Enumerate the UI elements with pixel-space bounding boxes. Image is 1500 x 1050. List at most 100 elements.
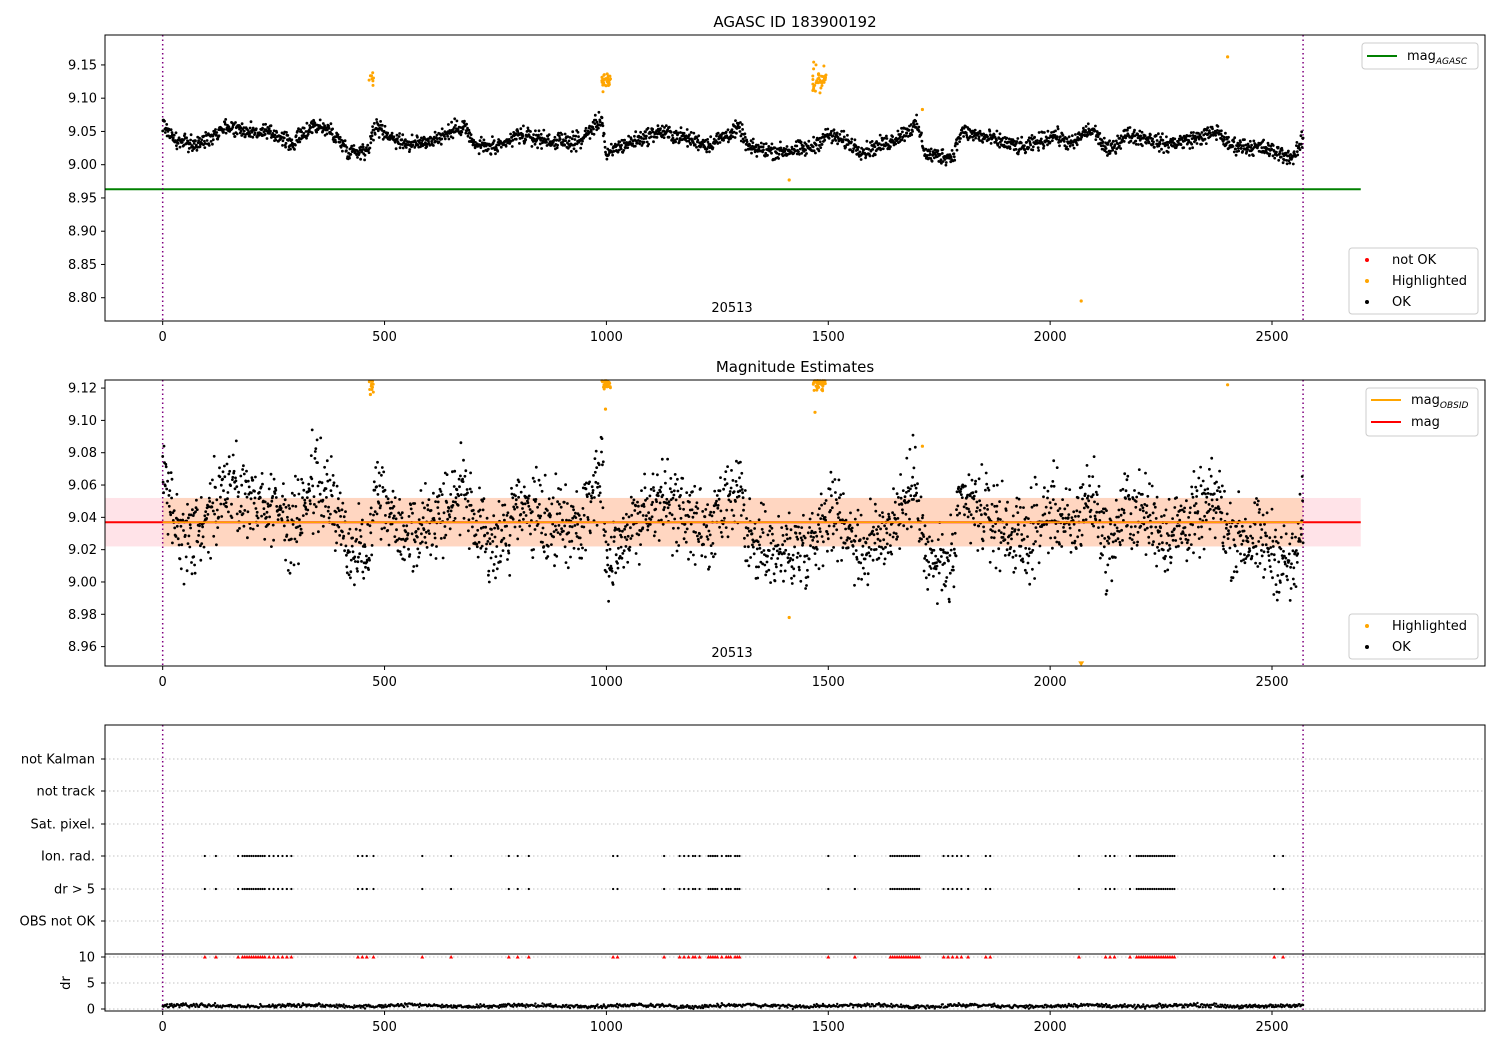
ok-point: [1238, 143, 1241, 147]
highlighted-point: [600, 75, 604, 79]
ok-point: [1240, 147, 1243, 150]
ok-point: [858, 150, 862, 154]
ok-point: [240, 483, 244, 487]
ok-point: [1070, 134, 1074, 138]
ok-point: [407, 547, 410, 551]
ok-point: [457, 477, 461, 481]
ok-point: [1011, 138, 1015, 142]
ok-point: [549, 514, 552, 517]
ok-point: [809, 535, 813, 538]
ok-point: [1239, 140, 1242, 144]
ok-point: [1157, 132, 1160, 136]
ok-point: [298, 518, 301, 522]
ok-point: [687, 557, 690, 561]
ok-point: [710, 552, 713, 555]
ok-point: [826, 549, 829, 553]
ok-point: [695, 145, 698, 149]
ok-point: [1047, 551, 1050, 555]
ok-point: [394, 517, 398, 521]
ok-point: [903, 499, 906, 502]
ok-point: [1124, 136, 1127, 140]
ok-point: [738, 125, 741, 129]
ok-point: [878, 514, 882, 517]
ok-point: [403, 558, 406, 562]
ok-point: [695, 511, 698, 515]
ok-point: [858, 538, 862, 541]
ok-point: [1142, 516, 1146, 519]
ok-point: [170, 131, 174, 134]
ok-point: [1086, 133, 1090, 137]
ok-point: [707, 529, 711, 533]
ok-point: [617, 546, 620, 550]
ok-point: [1153, 502, 1156, 505]
ok-point: [952, 585, 956, 589]
ok-point: [195, 498, 198, 502]
ok-point: [315, 438, 319, 442]
ok-point: [668, 503, 671, 507]
ok-point: [363, 153, 367, 157]
ok-point: [544, 138, 548, 142]
ok-point: [180, 543, 184, 547]
ok-point: [1031, 548, 1035, 552]
ok-point: [724, 130, 728, 134]
ok-point: [842, 129, 846, 133]
ok-point: [242, 524, 246, 528]
x-tick-label: 1500: [812, 330, 845, 345]
ok-point: [1087, 499, 1091, 503]
ok-point: [1009, 546, 1013, 549]
ok-point: [352, 147, 355, 151]
ok-point: [404, 146, 408, 149]
ok-point: [837, 516, 840, 519]
ok-point: [545, 140, 548, 144]
ok-point: [201, 535, 205, 539]
ok-point: [383, 526, 386, 530]
ok-point: [819, 492, 823, 496]
ok-point: [1080, 485, 1083, 489]
ok-point: [1155, 495, 1159, 499]
ok-point: [630, 534, 634, 538]
ok-point: [1087, 127, 1091, 131]
ok-point: [1067, 523, 1071, 526]
ok-point: [1139, 524, 1143, 528]
ok-point: [1116, 537, 1120, 541]
ok-point: [343, 139, 347, 143]
ok-point: [1126, 128, 1129, 132]
ok-point: [306, 132, 310, 136]
ok-point: [676, 131, 680, 135]
ok-point: [716, 506, 720, 510]
ok-point: [229, 484, 233, 487]
ok-point: [321, 498, 325, 502]
ok-point: [587, 492, 591, 496]
ok-point: [462, 516, 466, 520]
ok-point: [976, 506, 979, 510]
ok-point: [856, 148, 859, 152]
ok-point: [538, 142, 542, 146]
ok-point: [314, 447, 318, 450]
ok-point: [558, 502, 561, 506]
ok-point: [1058, 507, 1062, 510]
ok-point: [218, 466, 221, 470]
ok-point: [503, 518, 506, 522]
ok-point: [623, 527, 626, 531]
ok-point: [981, 539, 985, 543]
ok-point: [983, 506, 986, 510]
ok-point: [991, 549, 995, 553]
ok-point: [376, 493, 380, 496]
ok-point: [510, 145, 514, 148]
ok-point: [333, 523, 336, 526]
ok-point: [796, 551, 800, 555]
ok-point: [391, 489, 395, 493]
ok-point: [1296, 153, 1300, 157]
ok-point: [586, 129, 590, 133]
ok-point: [495, 567, 499, 571]
ok-point: [702, 523, 706, 526]
ok-point: [850, 526, 854, 530]
ok-point: [689, 131, 693, 134]
y-tick-label: 9.00: [68, 158, 97, 173]
ok-point: [1102, 511, 1106, 515]
ok-point: [553, 564, 556, 568]
ok-point: [857, 577, 860, 581]
ok-point: [926, 540, 930, 544]
ok-point: [708, 565, 711, 569]
ok-point: [1248, 139, 1252, 143]
